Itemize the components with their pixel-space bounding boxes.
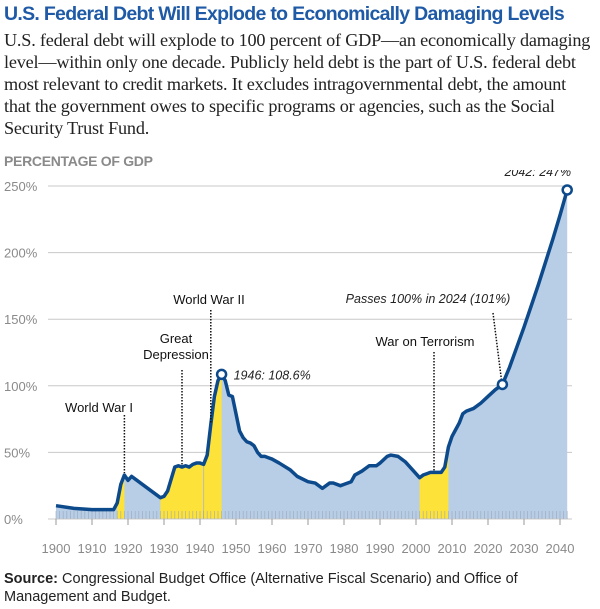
annotations: World War I Great Depression World War II Wa…	[65, 170, 573, 474]
x-tick-label: 2030	[510, 541, 539, 556]
period-label: War on Terrorism	[376, 334, 475, 349]
debt-chart: 0%50%100%150%200%250% 1900 1910 1920 1930 19…	[4, 170, 575, 556]
highlight-1	[160, 463, 204, 519]
x-tick-label: 1940	[186, 541, 215, 556]
x-tick-label: 1970	[294, 541, 323, 556]
y-axis-label: PERCENTAGE OF GDP	[4, 153, 153, 169]
period-label-line: Great	[160, 331, 193, 346]
x-tick-label: 1910	[78, 541, 107, 556]
x-tick-label: 2020	[474, 541, 503, 556]
debt-line-path	[55, 189, 569, 512]
data-point-marker	[215, 368, 228, 381]
annotation-label: Passes 100% in 2024 (101%)	[346, 292, 511, 306]
y-tick-label: 0%	[4, 512, 23, 527]
x-tick-label: 1930	[150, 541, 179, 556]
y-tick-label: 200%	[4, 246, 38, 261]
chart-description: U.S. federal debt will explode to 100 pe…	[4, 30, 591, 138]
y-tick-label: 150%	[4, 312, 38, 327]
leader-line	[492, 312, 503, 380]
highlight-0	[117, 475, 125, 519]
annotation-label: 2042: 247%	[503, 170, 571, 179]
period-label: World War II	[173, 292, 245, 307]
x-tick-label: 1980	[330, 541, 359, 556]
debt-area	[56, 189, 568, 519]
x-tick-label: 1900	[42, 541, 71, 556]
period-label-line: Depression	[143, 347, 209, 362]
x-tick-label: 2000	[402, 541, 431, 556]
period-label: World War I	[65, 400, 133, 415]
source-text: Congressional Budget Office (Alternative…	[4, 571, 518, 605]
x-tick-label: 2010	[438, 541, 467, 556]
y-tick-label: 50%	[4, 445, 30, 460]
x-tick-label: 1960	[258, 541, 287, 556]
y-tick-label: 250%	[4, 179, 38, 194]
data-point-marker	[561, 184, 573, 196]
data-point-marker	[496, 378, 509, 391]
x-tick-label: 2040	[546, 541, 575, 556]
highlight-3	[419, 447, 449, 519]
x-tick-label: 1990	[366, 541, 395, 556]
x-axis: 1900 1910 1920 1930 1940 1950 1960 1970 1980 1990…	[42, 511, 575, 556]
source-label: Source:	[4, 571, 58, 587]
area-fill	[56, 189, 568, 519]
period-label: Great Depression	[143, 331, 209, 362]
x-tick-label: 1920	[114, 541, 143, 556]
debt-line	[55, 189, 569, 512]
x-tick-label: 1950	[222, 541, 251, 556]
annotation-label: 1946: 108.6%	[234, 368, 311, 382]
highlight-2	[203, 374, 222, 519]
chart-title: U.S. Federal Debt Will Explode to Econom…	[4, 3, 565, 25]
gridlines: 0% 50% 100% 150% 200% 250%	[4, 179, 572, 527]
y-tick-label: 100%	[4, 379, 38, 394]
source-note: Source: Congressional Budget Office (Alt…	[4, 570, 596, 606]
